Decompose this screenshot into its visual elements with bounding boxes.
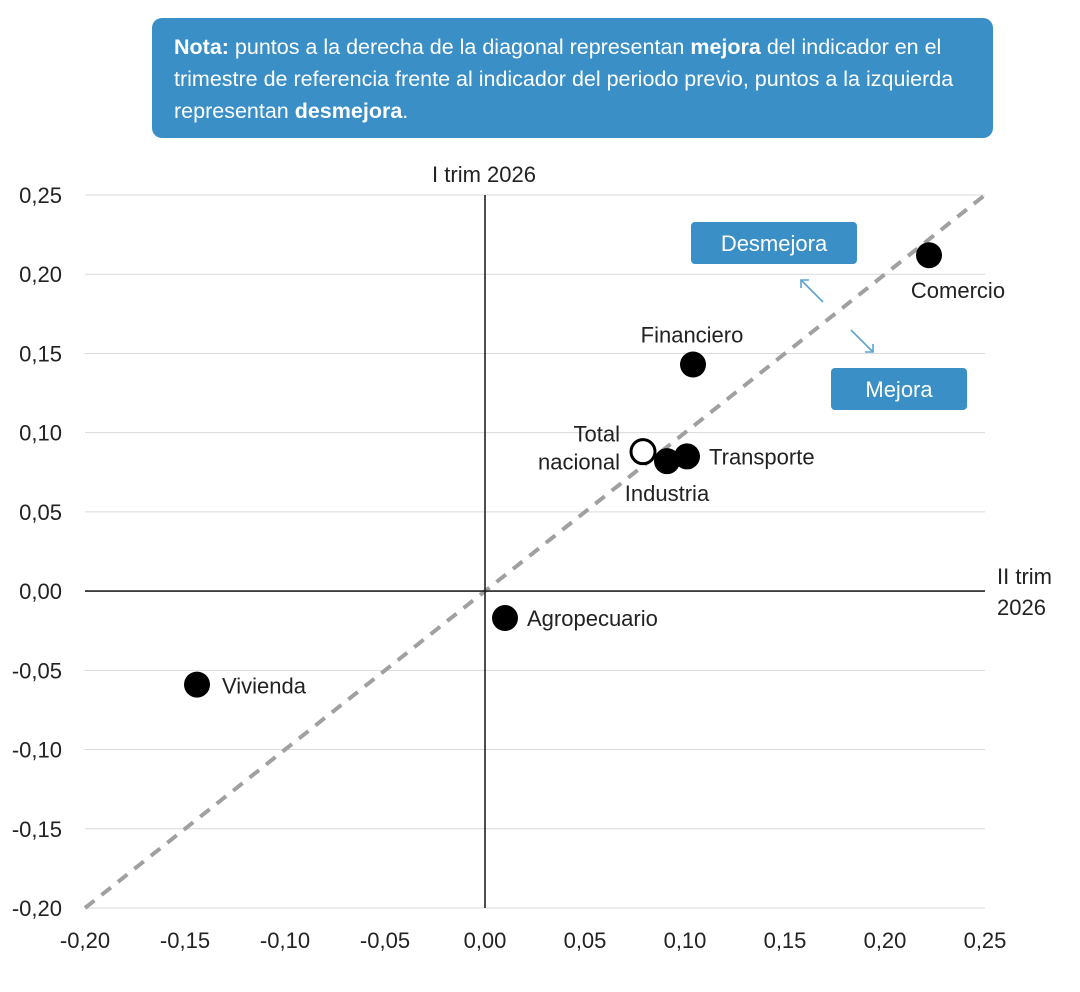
callout-mejora-label: Mejora [865,377,933,402]
arrow-down-right-icon [850,329,874,353]
y-tick-label: -0,20 [12,896,62,921]
axis-layer [85,195,985,908]
note-box: Nota: puntos a la derecha de la diagonal… [152,18,993,138]
point-industria [654,448,680,475]
y-tick-label: -0,05 [12,658,62,683]
callout-desmejora: Desmejora [691,222,857,264]
point-label-industria: Industria [625,481,710,506]
point-transporte [674,443,700,470]
callout-desmejora-box [691,222,857,264]
note-mejora-word: mejora [690,35,761,59]
tick-label-layer: -0,20 -0,15 -0,10 -0,05 0,00 0,05 0,10 0,15 0,20… [12,183,1007,953]
point-financiero [680,351,706,378]
y-tick-label: -0,10 [12,738,62,763]
point-label-agropecuario: Agropecuario [527,606,658,631]
callout-mejora: Mejora [831,368,967,410]
y-tick-label: -0,15 [12,817,62,842]
x-tick-label: -0,20 [60,928,110,953]
y-tick-label: 0,10 [19,421,62,446]
point-label-vivienda: Vivienda [222,674,307,699]
point-total-nacional [629,438,657,466]
y-tick-label: 0,25 [19,183,62,208]
point-label-transporte: Transporte [709,444,815,469]
note-text-2: del indicador en el trimestre de referen… [174,35,954,123]
y-axis-label: I trim 2026 [432,162,536,187]
point-comercio [916,242,942,269]
callout-desmejora-label: Desmejora [721,231,828,256]
x-tick-label: -0,10 [260,928,310,953]
arrow-up-left-icon [800,279,824,303]
note-label: Nota: [174,35,229,59]
x-tick-label: 0,05 [564,928,607,953]
point-label-financiero: Financiero [641,323,744,348]
note-text-1: puntos a la derecha de la diagonal repre… [228,35,691,59]
x-axis-label: II trim 2026 [997,564,1058,620]
callout-mejora-box [831,368,967,410]
point-label-comercio: Comercio [911,278,1005,303]
point-agropecuario [492,605,518,632]
y-tick-label: 0,15 [19,341,62,366]
y-tick-label: 0,05 [19,500,62,525]
x-tick-label: -0,05 [360,928,410,953]
point-vivienda [184,671,210,698]
x-tick-label: 0,25 [964,928,1007,953]
x-tick-label: 0,00 [464,928,507,953]
x-tick-label: 0,20 [864,928,907,953]
y-tick-label: 0,20 [19,262,62,287]
note-text-3: . [402,99,409,123]
x-axis-label-line-2: 2026 [997,595,1046,620]
point-label-total-nacional: nacional [538,450,620,475]
point-layer: Comercio Financiero Transporte Industria Tot… [184,242,1005,699]
x-tick-label: -0,15 [160,928,210,953]
diagonal-reference-line [83,193,987,910]
x-tick-label: 0,10 [664,928,707,953]
y-tick-label: 0,00 [19,579,62,604]
point-label-total-nacional: Total [574,422,620,447]
x-axis-label-line-1: II trim [997,564,1052,589]
x-tick-label: 0,15 [764,928,807,953]
grid-layer [85,194,985,909]
note-desmejora-word: desmejora [294,99,403,123]
